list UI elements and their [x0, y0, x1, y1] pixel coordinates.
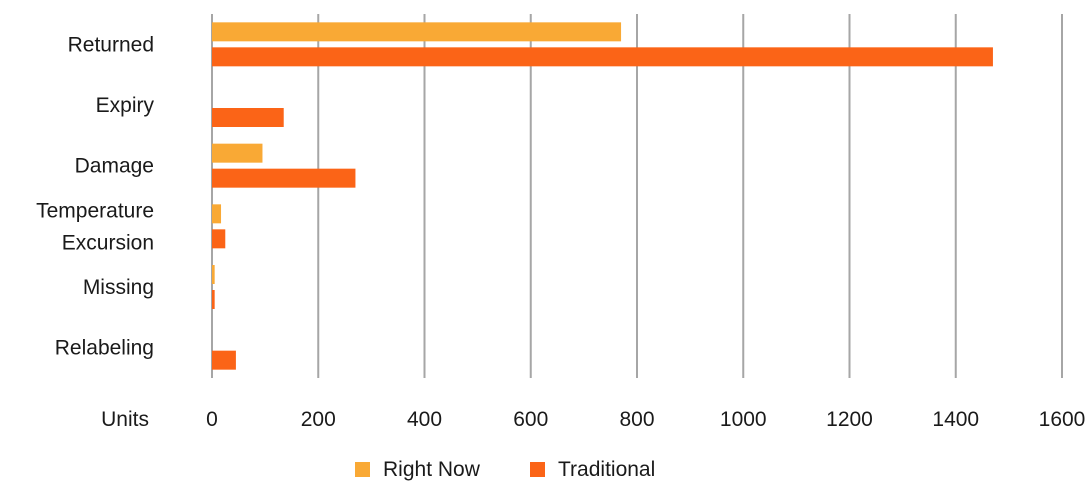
- bar-right-now: [212, 143, 263, 163]
- x-tick-label: 600: [513, 408, 548, 431]
- x-tick-label: 800: [619, 408, 654, 431]
- bar-traditional: [212, 229, 226, 249]
- x-axis-label: Units: [101, 408, 149, 431]
- x-tick-label: 200: [301, 408, 336, 431]
- legend: Right Now Traditional: [355, 458, 655, 481]
- legend-label: Traditional: [558, 458, 655, 481]
- x-tick-label: 400: [407, 408, 442, 431]
- legend-swatch: [355, 462, 370, 477]
- bar-traditional: [212, 290, 215, 309]
- x-tick-label: 1400: [932, 408, 979, 431]
- category-label: Excursion: [62, 231, 154, 254]
- bar-traditional: [212, 47, 993, 67]
- category-label: Returned: [68, 33, 154, 56]
- bar-traditional: [212, 168, 356, 188]
- category-label: Missing: [83, 276, 154, 299]
- x-tick-label: 0: [206, 408, 218, 431]
- x-tick-labels: 0 200 400 600 800 1000 1200 1400 1600: [206, 408, 1085, 431]
- category-label: Relabeling: [55, 337, 154, 360]
- category-label: Expiry: [96, 94, 155, 117]
- bar-right-now: [212, 265, 215, 284]
- gridlines: [211, 14, 1063, 378]
- x-tick-label: 1000: [720, 408, 767, 431]
- bars: [212, 22, 993, 370]
- bar-right-now: [212, 22, 622, 42]
- legend-label: Right Now: [383, 458, 481, 481]
- bar-traditional: [212, 108, 284, 127]
- category-label: Damage: [75, 155, 154, 178]
- x-tick-label: 1200: [826, 408, 873, 431]
- legend-swatch: [530, 462, 545, 477]
- category-labels: Returned Expiry Damage Temperature Excursion…: [36, 33, 154, 359]
- bar-right-now: [212, 204, 222, 224]
- x-tick-label: 1600: [1039, 408, 1086, 431]
- category-label: Temperature: [36, 199, 154, 222]
- bar-traditional: [212, 350, 236, 370]
